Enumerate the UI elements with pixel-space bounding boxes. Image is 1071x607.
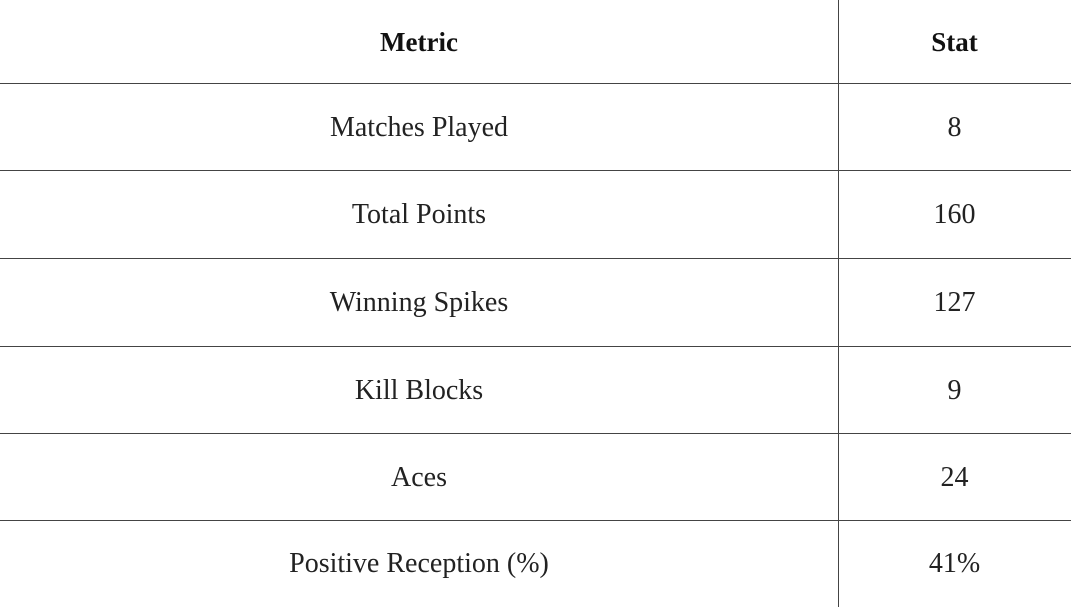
stat-cell: 8	[947, 111, 962, 143]
header-cell: Metric	[380, 26, 458, 57]
row-divider	[0, 83, 1071, 84]
header-cell: Stat	[931, 26, 978, 57]
metric-cell: Aces	[391, 461, 447, 493]
stat-cell: 24	[940, 461, 969, 493]
metric-cell: Matches Played	[329, 111, 509, 143]
metric-cell: Positive Reception (%)	[289, 548, 549, 579]
metric-cell: Kill Blocks	[354, 374, 484, 406]
stat-cell: 127	[933, 287, 976, 318]
column-divider	[838, 0, 839, 607]
metric-cell: Winning Spikes	[329, 287, 509, 318]
row-divider	[0, 170, 1071, 171]
stat-cell: 9	[947, 374, 962, 406]
stat-cell: 41%	[928, 548, 981, 579]
row-divider	[0, 258, 1071, 259]
metric-cell: Total Points	[351, 199, 487, 230]
row-divider	[0, 346, 1071, 347]
row-divider	[0, 520, 1071, 521]
row-divider	[0, 433, 1071, 434]
stat-cell: 160	[933, 199, 976, 230]
